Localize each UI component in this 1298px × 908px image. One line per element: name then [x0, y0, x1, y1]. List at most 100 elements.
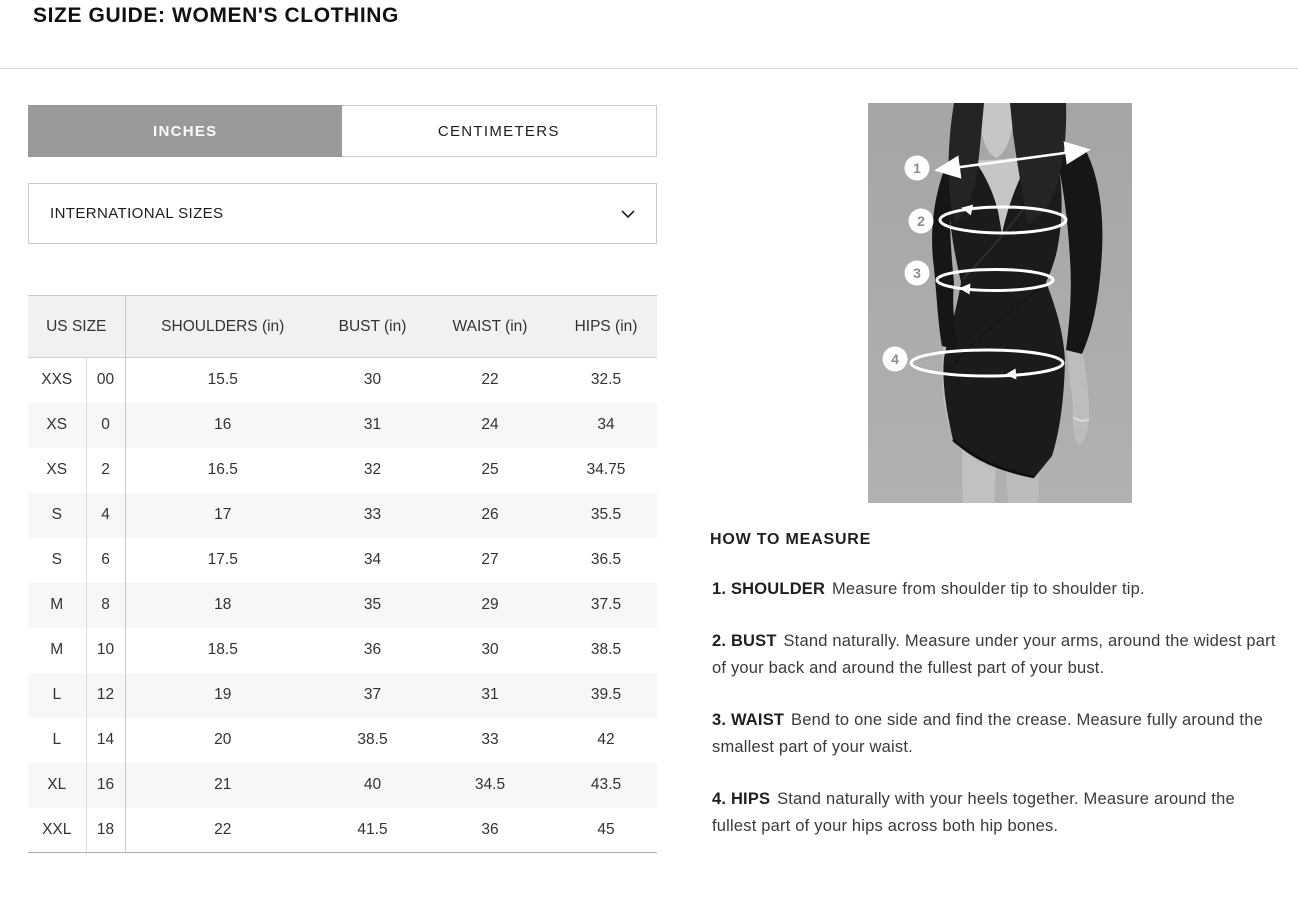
- header-hips: HIPS (in): [555, 295, 658, 358]
- measure-item-text: Stand naturally with your heels together…: [712, 790, 1235, 835]
- us-size-letter: M: [28, 582, 87, 628]
- shoulders-value: 21: [214, 776, 232, 793]
- marker-1: 1: [904, 155, 930, 181]
- us-size-number: 00: [86, 357, 126, 403]
- svg-text:3: 3: [913, 265, 921, 281]
- waist-value: 25: [481, 461, 499, 478]
- table-row: S 6 17.5 34 27 36.5: [28, 537, 657, 583]
- dropdown-selected-label: INTERNATIONAL SIZES: [50, 205, 224, 222]
- us-size-letter: XXL: [28, 807, 87, 853]
- us-size-letter: XL: [28, 762, 87, 808]
- dress-model-illustration: 1 2 3 4: [868, 103, 1132, 503]
- bust-value: 35: [363, 596, 382, 613]
- page-title: SIZE GUIDE: WOMEN'S CLOTHING: [33, 4, 399, 27]
- header-bust: BUST (in): [320, 295, 426, 358]
- us-size-letter: S: [28, 537, 87, 583]
- how-to-measure-heading: HOW TO MEASURE: [710, 531, 872, 548]
- hips-value: 39.5: [590, 686, 622, 703]
- bust-value: 33: [363, 506, 382, 523]
- table-row: XXS 00 15.5 30 22 32.5: [28, 357, 657, 403]
- international-sizes-dropdown[interactable]: INTERNATIONAL SIZES: [28, 183, 657, 244]
- table-row: M 10 18.5 36 30 38.5: [28, 627, 657, 673]
- header-shoulders: SHOULDERS (in): [125, 295, 321, 358]
- bust-value: 31: [363, 416, 382, 433]
- us-size-letter: M: [28, 627, 87, 673]
- marker-2: 2: [908, 208, 934, 234]
- us-size-letter: XS: [28, 447, 87, 493]
- us-size-number: 18: [86, 807, 126, 853]
- unit-tabs: INCHES CENTIMETERS: [28, 105, 657, 157]
- us-size-letter: L: [28, 717, 87, 763]
- shoulders-value: 16: [214, 416, 232, 433]
- marker-4: 4: [882, 346, 908, 372]
- table-header-row: US SIZE SHOULDERS (in) BUST (in) WAIST (…: [28, 295, 658, 358]
- hips-value: 42: [597, 731, 615, 748]
- svg-text:2: 2: [917, 213, 925, 229]
- table-row: XL 16 21 40 34.5 43.5: [28, 762, 658, 808]
- table-row: L 12 19 37 31 39.5: [28, 672, 658, 718]
- measure-item-label: 4. HIPS: [712, 790, 771, 808]
- shoulders-value: 19: [214, 686, 232, 703]
- hips-value: 45: [555, 807, 658, 853]
- tab-centimeters[interactable]: CENTIMETERS: [341, 106, 656, 156]
- shoulders-value: 18.5: [207, 641, 238, 658]
- hips-value: 37.5: [590, 596, 622, 613]
- bust-value: 40: [363, 776, 382, 793]
- marker-3: 3: [904, 260, 930, 286]
- waist-value: 36: [425, 807, 556, 853]
- measure-item-shoulder: 1. SHOULDER Measure from shoulder tip to…: [712, 576, 1276, 603]
- measure-item-hips: 4. HIPS Stand naturally with your heels …: [712, 786, 1276, 840]
- us-size-number: 2: [86, 447, 126, 493]
- waist-value: 27: [481, 551, 499, 568]
- svg-text:1: 1: [913, 160, 921, 176]
- measure-item-text: Bend to one side and find the crease. Me…: [712, 711, 1263, 756]
- shoulders-value: 17: [214, 506, 232, 523]
- hips-value: 35.5: [590, 506, 622, 523]
- bust-value: 38.5: [357, 731, 388, 748]
- measure-item-label: 3. WAIST: [712, 711, 785, 729]
- hips-value: 43.5: [590, 776, 622, 793]
- header-divider: [0, 68, 1298, 69]
- waist-value: 24: [481, 416, 499, 433]
- us-size-number: 10: [86, 627, 126, 673]
- measure-item-bust: 2. BUST Stand naturally. Measure under y…: [712, 628, 1276, 682]
- us-size-number: 12: [86, 672, 126, 718]
- waist-value: 30: [481, 641, 499, 658]
- measure-item-label: 2. BUST: [712, 632, 777, 650]
- svg-text:4: 4: [891, 351, 899, 367]
- measure-item-waist: 3. WAIST Bend to one side and find the c…: [712, 707, 1276, 761]
- us-size-number: 14: [86, 717, 126, 763]
- table-row: M 8 18 35 29 37.5: [28, 582, 658, 628]
- hips-value: 32.5: [590, 371, 622, 389]
- waist-value: 34.5: [474, 776, 506, 793]
- waist-value: 29: [481, 596, 499, 613]
- table-row: XXL 18 22 41.5 36 45: [28, 807, 658, 853]
- measure-item-label: 1. SHOULDER: [712, 580, 826, 598]
- us-size-letter: XXS: [28, 357, 87, 403]
- waist-value: 22: [481, 371, 499, 389]
- header-us-size: US SIZE: [28, 295, 126, 358]
- how-to-measure-section: HOW TO MEASURE 1. SHOULDER Measure from …: [710, 531, 1276, 865]
- us-size-letter: S: [28, 492, 87, 538]
- measure-item-text: Stand naturally. Measure under your arms…: [712, 632, 1276, 677]
- tab-inches[interactable]: INCHES: [28, 105, 343, 157]
- size-chart-table: US SIZE SHOULDERS (in) BUST (in) WAIST (…: [28, 295, 658, 853]
- us-size-number: 8: [86, 582, 126, 628]
- bust-value: 37: [363, 686, 382, 703]
- hips-value: 36.5: [590, 551, 622, 568]
- shoulders-value: 17.5: [207, 551, 238, 568]
- shoulders-value: 15.5: [207, 371, 238, 389]
- bust-value: 32: [363, 461, 382, 478]
- us-size-number: 0: [86, 402, 126, 448]
- shoulders-value: 16.5: [207, 461, 238, 478]
- table-row: L 14 20 38.5 33 42: [28, 717, 657, 763]
- us-size-number: 6: [86, 537, 126, 583]
- us-size-letter: L: [28, 672, 87, 718]
- hips-value: 38.5: [590, 641, 622, 658]
- shoulders-value: 18: [214, 596, 232, 613]
- waist-value: 31: [481, 686, 499, 703]
- measure-item-text: Measure from shoulder tip to shoulder ti…: [831, 580, 1145, 598]
- bust-value: 34: [363, 551, 382, 568]
- waist-value: 33: [481, 731, 499, 748]
- bust-value: 30: [363, 371, 382, 389]
